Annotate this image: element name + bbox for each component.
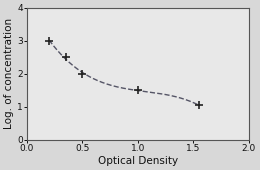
- X-axis label: Optical Density: Optical Density: [98, 156, 178, 166]
- Y-axis label: Log. of concentration: Log. of concentration: [4, 18, 14, 129]
